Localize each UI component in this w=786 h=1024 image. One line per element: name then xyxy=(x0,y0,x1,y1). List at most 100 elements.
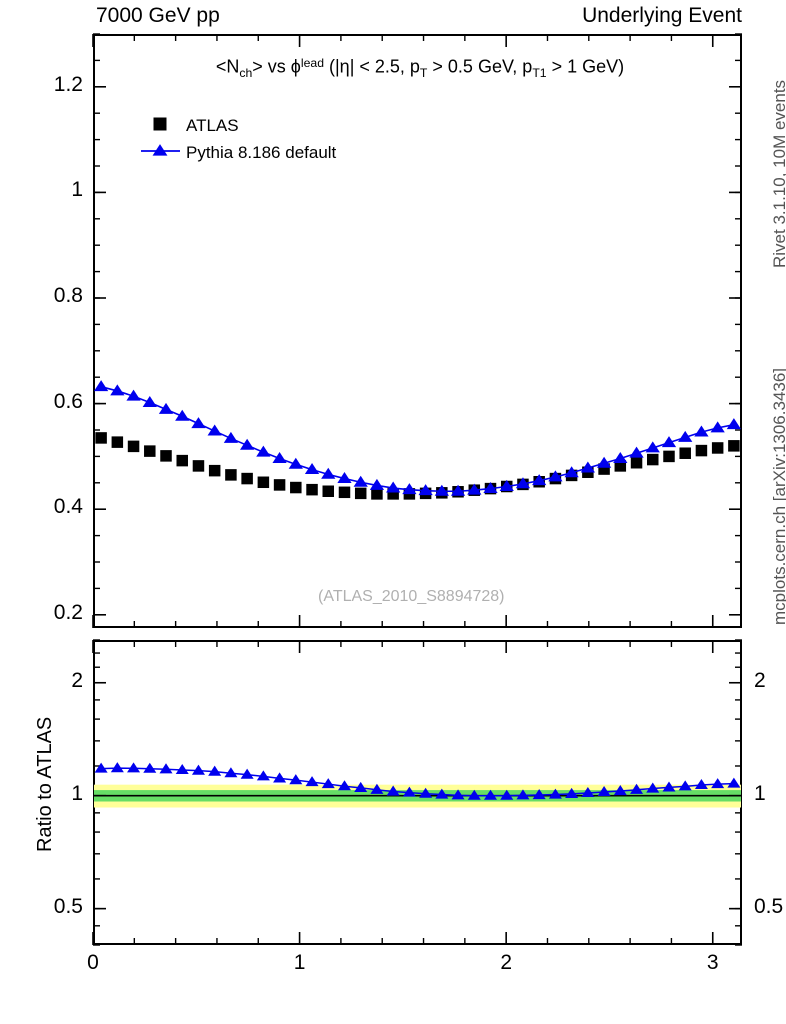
ratio-ytick-label-right-2: 2 xyxy=(754,668,766,692)
title-part-end: > 1 GeV) xyxy=(546,56,625,77)
title-sub-ch: ch xyxy=(239,65,253,80)
data-point-pythia xyxy=(645,441,660,453)
data-point-pythia xyxy=(450,484,466,496)
data-point-pythia xyxy=(207,424,222,436)
ratio-point-pythia xyxy=(727,777,741,788)
data-point-atlas xyxy=(728,440,740,452)
legend-marker-triangle xyxy=(152,144,168,156)
data-point-atlas xyxy=(273,479,286,491)
ratio-point-pythia xyxy=(143,762,157,773)
main-ytick-label-4: 1 xyxy=(71,178,83,202)
data-point-atlas xyxy=(208,464,221,477)
data-point-pythia xyxy=(694,425,709,437)
data-point-pythia xyxy=(369,478,385,490)
data-point-pythia xyxy=(223,431,239,443)
data-point-pythia xyxy=(661,436,677,448)
ratio-point-pythia xyxy=(127,762,141,773)
ratio-point-pythia xyxy=(337,780,352,791)
ratio-point-pythia xyxy=(191,764,205,775)
title-sup-lead: lead xyxy=(300,56,325,70)
ratio-point-pythia xyxy=(516,789,530,800)
data-point-pythia xyxy=(629,446,644,458)
ratio-point-pythia xyxy=(711,778,725,789)
data-point-atlas xyxy=(647,453,659,466)
title-part-vs: > vs xyxy=(252,56,291,77)
ratio-point-pythia xyxy=(678,780,692,791)
legend-label-atlas: ATLAS xyxy=(186,116,239,135)
ratio-ytick-label-left-0: 0.5 xyxy=(53,894,83,918)
ratio-point-pythia xyxy=(305,776,319,787)
data-point-atlas xyxy=(387,488,399,500)
data-point-pythia xyxy=(142,395,157,407)
ratio-point-pythia xyxy=(467,789,481,800)
data-point-pythia xyxy=(402,483,417,495)
xtick-label-0: 0 xyxy=(87,951,99,974)
ratio-point-pythia xyxy=(94,762,108,773)
data-point-atlas xyxy=(354,487,367,500)
ratio-point-pythia xyxy=(597,786,611,797)
data-point-pythia xyxy=(434,484,449,496)
title-part-eta: (|η| < 2.5, p xyxy=(324,56,420,77)
data-point-atlas xyxy=(630,456,643,469)
data-point-pythia xyxy=(321,467,336,479)
xtick-label-2: 2 xyxy=(500,951,512,974)
data-point-pythia xyxy=(175,409,190,421)
ratio-point-pythia xyxy=(630,783,644,794)
ratio-ytick-label-left-2: 2 xyxy=(71,668,83,692)
ratio-ytick-label-right-0: 0.5 xyxy=(754,894,784,918)
ratio-point-pythia xyxy=(500,789,514,800)
data-point-atlas xyxy=(338,486,351,499)
ratio-ytick-label-left-1: 1 xyxy=(71,781,83,805)
main-ytick-label-3: 0.8 xyxy=(53,284,83,307)
data-point-pythia xyxy=(256,445,271,457)
ratio-point-pythia xyxy=(159,763,173,774)
data-point-pythia xyxy=(613,451,628,463)
title-part-pt: > 0.5 GeV, p xyxy=(427,56,533,77)
analysis-watermark: (ATLAS_2010_S8894728) xyxy=(318,588,505,605)
data-point-pythia xyxy=(110,384,125,396)
data-point-pythia xyxy=(191,417,206,429)
ratio-point-pythia xyxy=(256,770,270,781)
data-point-atlas xyxy=(257,476,270,489)
data-point-pythia xyxy=(726,418,742,430)
data-point-atlas xyxy=(111,436,124,448)
ratio-point-pythia xyxy=(110,762,124,773)
data-point-pythia xyxy=(580,461,595,473)
main-ytick-label-1: 0.4 xyxy=(53,495,83,519)
legend-label-pythia: Pythia 8.186 default xyxy=(186,143,337,162)
data-point-pythia xyxy=(532,474,547,486)
data-point-atlas xyxy=(598,463,610,475)
data-point-atlas xyxy=(322,485,335,497)
data-point-pythia xyxy=(596,456,612,468)
header-left-label: 7000 GeV pp xyxy=(96,4,220,27)
data-point-pythia xyxy=(288,457,303,469)
ratio-ytick-label-right-1: 1 xyxy=(754,781,766,805)
data-point-pythia xyxy=(386,481,401,493)
ratio-point-pythia xyxy=(208,765,222,776)
ratio-point-pythia xyxy=(613,785,627,796)
main-plot-frame xyxy=(93,34,742,628)
ratio-point-pythia xyxy=(402,786,416,797)
title-phi-symbol: ϕ xyxy=(290,56,301,77)
title-sub-t: T xyxy=(419,65,428,80)
data-point-atlas xyxy=(160,450,172,462)
ratio-point-pythia xyxy=(646,782,660,793)
main-ytick-label-0: 0.2 xyxy=(53,600,83,624)
data-point-pythia xyxy=(158,402,174,414)
data-point-atlas xyxy=(290,481,302,494)
ratio-point-pythia xyxy=(370,783,384,794)
ratio-point-pythia xyxy=(289,774,303,785)
ratio-point-pythia xyxy=(581,786,595,798)
data-point-pythia xyxy=(304,463,320,475)
ratio-point-pythia xyxy=(321,778,335,789)
data-point-pythia xyxy=(467,483,482,495)
data-point-atlas xyxy=(241,472,253,485)
ratio-point-pythia xyxy=(224,767,238,778)
data-point-atlas xyxy=(371,488,383,500)
ratio-point-pythia xyxy=(662,781,676,792)
ratio-point-pythia xyxy=(435,788,449,799)
data-point-atlas xyxy=(614,460,627,472)
ratio-point-pythia xyxy=(175,763,189,775)
data-point-pythia xyxy=(337,472,352,484)
